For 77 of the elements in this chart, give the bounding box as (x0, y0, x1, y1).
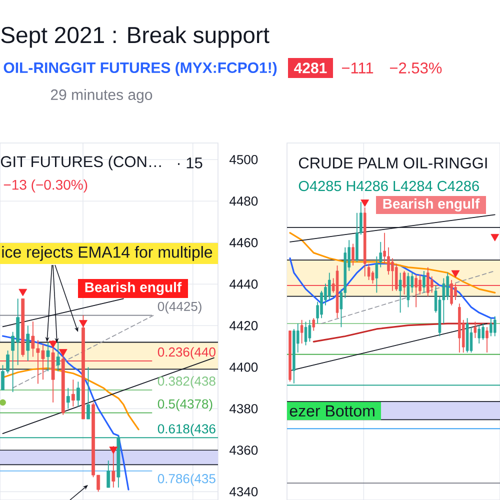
candlestick (422, 270, 426, 294)
candlestick (494, 316, 496, 337)
point (18, 288, 28, 296)
candlestick (470, 326, 473, 354)
candlestick (304, 321, 308, 346)
candlestick (430, 276, 434, 294)
chart-title: Sept 2021 : Break support (1, 26, 270, 48)
candlestick (379, 241, 382, 268)
candlestick (300, 319, 304, 344)
annotation: 0.236(440 (158, 347, 216, 360)
y-tick-label: 4340 (230, 487, 258, 496)
text: O4285 H4286 L4284 C4286 (298, 180, 479, 192)
y-tick-label: 4420 (230, 321, 258, 330)
candlestick (46, 342, 50, 372)
line-series (2, 367, 140, 430)
candlestick (406, 272, 410, 308)
candlestick (112, 446, 116, 488)
text: −2.53% (390, 62, 442, 74)
candlestick (352, 243, 354, 266)
candlestick (418, 274, 422, 295)
text: 29 minutes ago (50, 89, 152, 103)
line-series (2, 335, 130, 490)
point (0, 399, 6, 406)
candlestick (478, 324, 481, 344)
candlestick (26, 325, 30, 362)
candlestick (328, 272, 331, 300)
candlestick (375, 256, 378, 294)
y-tick-label: 4360 (230, 446, 258, 455)
chart-subtitle: OIL-RINGGIT FUTURES (MYX:FCPO1!) (4, 62, 277, 76)
candlestick (71, 379, 75, 408)
candlestick (450, 280, 453, 306)
point (48, 340, 58, 348)
candlestick (395, 263, 398, 292)
candlestick (308, 319, 312, 342)
candlestick (426, 266, 430, 297)
annotation: · 15 (178, 158, 202, 168)
point (109, 446, 118, 454)
candlestick (454, 283, 457, 300)
point (58, 349, 68, 356)
candlestick (482, 323, 484, 340)
candlestick (76, 381, 80, 408)
candlestick (446, 272, 449, 300)
text: ezer Bottom (290, 405, 374, 417)
annotation: −13 (−0.30%) (4, 179, 88, 193)
candlestick (414, 274, 418, 308)
annotation: 0.786(435 (158, 474, 216, 486)
y-tick-label: 4380 (230, 404, 258, 414)
candlestick (86, 366, 90, 420)
candlestick (320, 290, 323, 319)
candlestick (398, 272, 402, 314)
candlestick (106, 460, 110, 488)
text: 4281 (294, 62, 327, 74)
candlestick (402, 270, 406, 295)
candlestick (387, 246, 390, 276)
candlestick (66, 387, 70, 410)
candlestick (474, 321, 477, 338)
annotation: 0.382(438 (158, 376, 216, 388)
annotation: Bearish engulf (85, 282, 182, 296)
y-tick-label: 4460 (230, 238, 258, 248)
candlestick (486, 326, 488, 354)
annotation: 0.618(436 (158, 424, 216, 436)
candlestick (367, 263, 370, 280)
annotation: GIT FUTURES (CON… (0, 156, 161, 170)
y-tick-label: 4400 (230, 362, 258, 372)
y-tick-label: 4440 (230, 280, 258, 289)
candlestick (490, 318, 492, 337)
annotation: 0.5(4378) (158, 398, 212, 412)
point (79, 320, 88, 328)
y-tick-label: 4500 (230, 154, 258, 164)
y-tick-label: 4480 (230, 196, 258, 206)
text: −111 (342, 62, 374, 74)
candlestick (312, 318, 316, 332)
annotation: ice rejects EMA14 for multiple (2, 246, 212, 261)
annotation: Bearish engulf (383, 198, 480, 212)
chart-title: CRUDE PALM OIL-RINGGI (298, 158, 487, 168)
annotation: 0(4425) (158, 301, 202, 314)
candlestick (391, 258, 394, 292)
